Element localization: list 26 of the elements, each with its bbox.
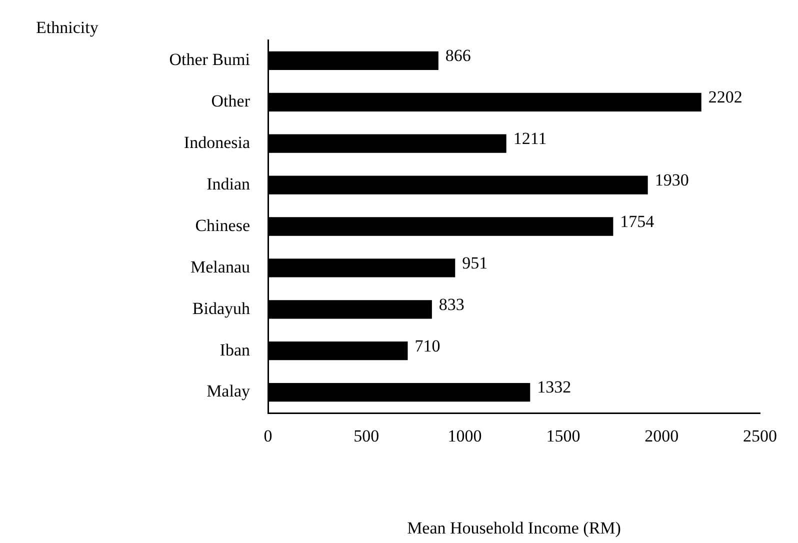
data-label: 1754 — [620, 212, 655, 231]
x-tick-label: 2000 — [644, 426, 679, 446]
y-tick-label: Malay — [206, 382, 250, 401]
y-tick-label: Bidayuh — [192, 298, 250, 318]
data-label: 951 — [462, 253, 488, 272]
y-tick-label: Indian — [206, 174, 250, 194]
x-tick-label: 1500 — [546, 426, 580, 446]
x-tick-label: 0 — [264, 426, 272, 446]
y-tick-label: Melanau — [190, 257, 250, 276]
data-label: 833 — [438, 294, 464, 314]
x-tick-label: 1000 — [448, 426, 482, 446]
y-tick-label: Other — [211, 92, 250, 111]
y-tick-label: Iban — [220, 340, 250, 360]
x-tick-label: 500 — [354, 426, 380, 446]
y-tick-label: Indonesia — [184, 133, 250, 152]
data-label: 1211 — [513, 129, 547, 148]
y-tick-label: Chinese — [195, 216, 250, 235]
y-tick-label: Other Bumi — [169, 50, 250, 70]
x-tick-label: 2500 — [743, 426, 777, 446]
data-label: 710 — [414, 336, 440, 356]
y-axis-title: Ethnicity — [36, 18, 99, 37]
data-label: 866 — [445, 46, 471, 66]
data-label: 1930 — [654, 170, 689, 190]
data-label: 2202 — [708, 88, 742, 107]
x-axis-title: Mean Household Income (RM) — [407, 518, 621, 538]
data-label: 1332 — [537, 378, 572, 397]
